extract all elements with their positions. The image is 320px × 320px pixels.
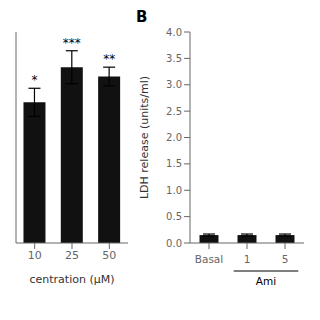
svg-text:3.5: 3.5 [166, 53, 182, 64]
html-text:B: B [136, 8, 148, 26]
svg-text:Basal: Basal [195, 253, 223, 265]
svg-text:0.5: 0.5 [166, 211, 182, 222]
svg-text:1.0: 1.0 [166, 185, 182, 196]
svg-text:1.5: 1.5 [166, 158, 182, 169]
svg-text:5: 5 [282, 253, 289, 265]
svg-text:*: * [31, 73, 37, 87]
svg-text:25: 25 [65, 249, 79, 262]
svg-text:**: ** [103, 52, 115, 66]
svg-text:1: 1 [244, 253, 251, 265]
svg-text:2.0: 2.0 [166, 132, 182, 143]
svg-text:***: *** [63, 36, 81, 50]
svg-text:Ami: Ami [256, 275, 276, 287]
svg-text:4.0: 4.0 [166, 27, 182, 38]
svg-text:50: 50 [102, 249, 116, 262]
svg-text:LDH release (units/ml): LDH release (units/ml) [138, 76, 151, 199]
svg-text:2.5: 2.5 [166, 106, 182, 117]
svg-text:centration (μM): centration (μM) [29, 273, 114, 286]
svg-text:10: 10 [28, 249, 42, 262]
svg-text:3.0: 3.0 [166, 79, 182, 90]
svg-text:0.0: 0.0 [166, 238, 182, 249]
